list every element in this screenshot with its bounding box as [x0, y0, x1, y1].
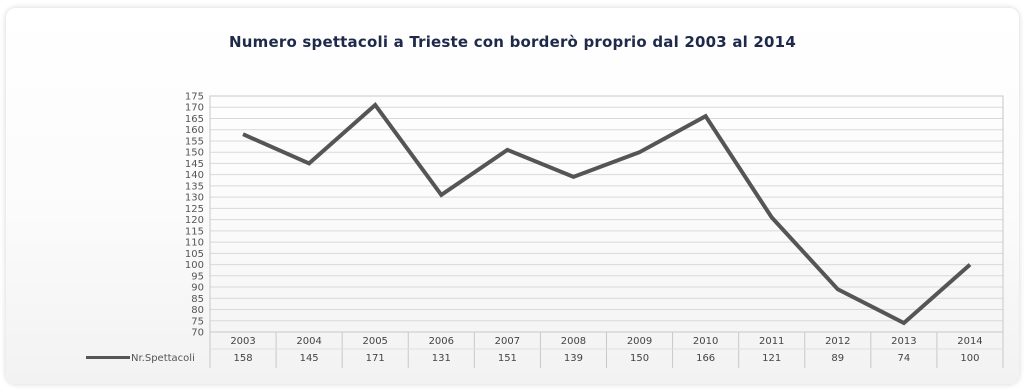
data-point: [439, 193, 443, 197]
data-label: 151: [498, 353, 517, 364]
y-tick-label: 140: [185, 170, 204, 181]
y-tick-label: 175: [185, 92, 204, 103]
data-label: 121: [762, 353, 781, 364]
x-tick-label: 2013: [891, 336, 916, 347]
x-tick-label: 2010: [693, 336, 718, 347]
y-tick-label: 105: [185, 249, 204, 260]
y-tick-label: 110: [185, 238, 204, 249]
y-tick-label: 160: [185, 125, 204, 136]
y-tick-label: 90: [191, 283, 204, 294]
y-tick-label: 130: [185, 193, 204, 204]
y-tick-label: 120: [185, 215, 204, 226]
data-point: [836, 287, 840, 291]
y-tick-label: 150: [185, 148, 204, 159]
y-tick-label: 155: [185, 136, 204, 147]
data-point: [505, 148, 509, 152]
x-tick-label: 2008: [561, 336, 586, 347]
y-tick-label: 135: [185, 181, 204, 192]
x-tick-label: 2009: [627, 336, 652, 347]
x-tick-label: 2004: [296, 336, 321, 347]
data-point: [571, 175, 575, 179]
chart-title: Numero spettacoli a Trieste con borderò …: [229, 33, 796, 51]
x-tick-label: 2007: [495, 336, 520, 347]
x-tick-label: 2014: [957, 336, 982, 347]
data-point: [902, 321, 906, 325]
data-label: 158: [233, 353, 252, 364]
legend-label: Nr.Spettacoli: [131, 353, 195, 364]
y-tick-label: 170: [185, 103, 204, 114]
plot-area-border: [209, 95, 1004, 333]
y-tick-label: 95: [191, 271, 204, 282]
data-point: [307, 161, 311, 165]
y-tick-label: 100: [185, 260, 204, 271]
data-label: 74: [898, 353, 911, 364]
x-tick-label: 2006: [429, 336, 454, 347]
x-tick-label: 2012: [825, 336, 850, 347]
y-tick-label: 80: [191, 305, 204, 316]
data-point: [373, 103, 377, 107]
y-tick-label: 125: [185, 204, 204, 215]
y-tick-label: 75: [191, 316, 204, 327]
series-line: [242, 102, 972, 326]
y-tick-label: 115: [185, 226, 204, 237]
data-point: [241, 132, 245, 136]
data-point: [638, 150, 642, 154]
x-tick-label: 2011: [759, 336, 784, 347]
data-table: 2003 158 2004 145 2005 171 2006 131 2007 151 2008 1…: [86, 332, 1004, 368]
y-tick-label: 70: [191, 328, 204, 339]
y-tick-label: 145: [185, 159, 204, 170]
data-label: 166: [696, 353, 715, 364]
data-point: [770, 215, 774, 219]
y-tick-label: 85: [191, 294, 204, 305]
data-point: [704, 114, 708, 118]
data-point: [968, 263, 972, 267]
data-label: 100: [960, 353, 979, 364]
data-label: 145: [300, 353, 319, 364]
data-label: 171: [366, 353, 385, 364]
x-tick-label: 2003: [230, 336, 255, 347]
y-axis-ticks: 7075808590951001051101151201251301351401…: [185, 92, 204, 339]
data-label: 131: [432, 353, 451, 364]
grid-lines: [210, 95, 1003, 333]
y-tick-label: 165: [185, 114, 204, 125]
data-label: 150: [630, 353, 649, 364]
x-tick-label: 2005: [362, 336, 387, 347]
chart-frame: Numero spettacoli a Trieste con borderò …: [6, 8, 1019, 384]
data-label: 89: [831, 353, 844, 364]
data-label: 139: [564, 353, 583, 364]
series-layer: [241, 102, 972, 326]
